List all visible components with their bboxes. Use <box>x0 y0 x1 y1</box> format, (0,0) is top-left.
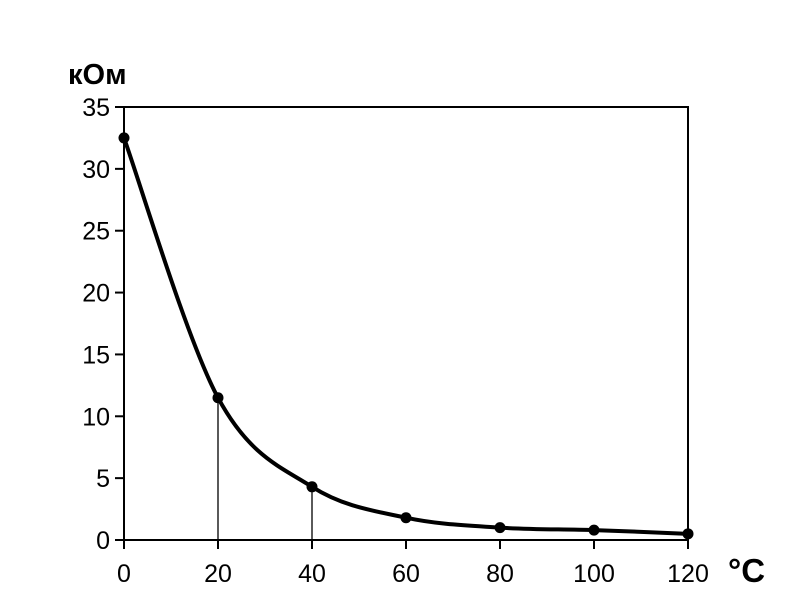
resistance-curve <box>122 135 690 536</box>
y-tick-label: 35 <box>82 94 110 122</box>
x-tick-label: 100 <box>573 560 615 588</box>
x-axis-ticks: 0 20 40 60 80 100 120 <box>117 540 709 588</box>
x-tick-label: 40 <box>298 560 326 588</box>
y-axis-unit-label: кОм <box>68 59 127 91</box>
x-tick-label: 80 <box>486 560 514 588</box>
data-point <box>682 528 694 540</box>
y-tick-label: 0 <box>96 527 110 555</box>
x-tick-label: 60 <box>392 560 420 588</box>
x-tick-label: 120 <box>667 560 709 588</box>
y-tick-label: 30 <box>82 156 110 184</box>
data-point <box>306 481 318 493</box>
x-axis-unit-label: °C <box>728 552 765 589</box>
data-point <box>212 392 224 404</box>
y-tick-label: 20 <box>82 280 110 308</box>
x-tick-label: 20 <box>204 560 232 588</box>
y-tick-label: 5 <box>96 465 110 493</box>
x-tick-label: 0 <box>117 560 131 588</box>
data-point <box>118 132 130 144</box>
plot-frame <box>123 106 689 541</box>
data-point <box>494 522 506 534</box>
y-tick-label: 15 <box>82 341 110 369</box>
drop-lines <box>217 397 313 540</box>
y-tick-label: 25 <box>82 218 110 246</box>
y-tick-label: 10 <box>82 403 110 431</box>
y-axis-ticks: 0 5 10 15 20 25 30 35 <box>82 94 124 555</box>
data-points <box>118 132 694 540</box>
data-point <box>400 512 412 524</box>
data-point <box>588 524 600 536</box>
